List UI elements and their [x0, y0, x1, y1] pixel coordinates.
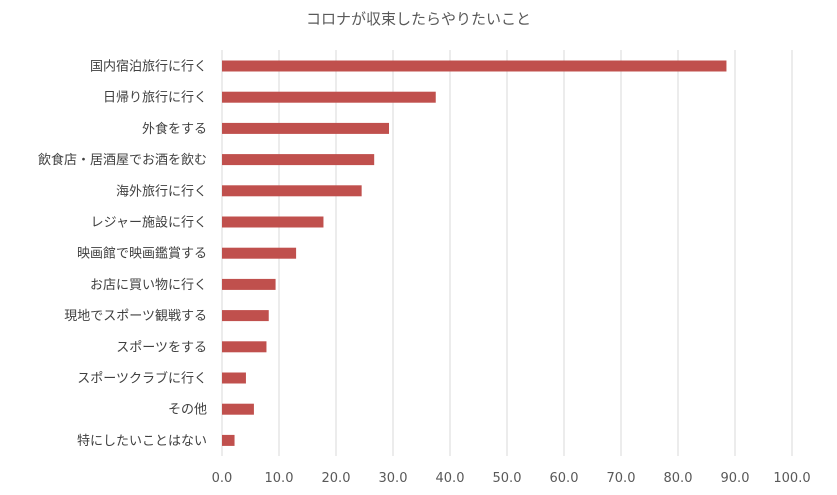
category-label: 外食をする — [142, 121, 207, 137]
category-label: お店に買い物に行く — [90, 278, 207, 293]
x-tick-label: 30.0 — [379, 471, 408, 486]
bar — [222, 185, 362, 197]
category-label: 日帰り旅行に行く — [103, 90, 207, 106]
x-tick-label: 100.0 — [773, 471, 810, 486]
category-label: 国内宿泊旅行に行く — [90, 59, 207, 75]
category-label: 海外旅行に行く — [116, 184, 207, 199]
category-label: スポーツをする — [116, 340, 207, 355]
bar — [222, 372, 246, 384]
bar — [222, 434, 235, 446]
category-label: 飲食店・居酒屋でお酒を飲む — [38, 152, 207, 168]
bar — [222, 60, 727, 72]
x-tick-label: 20.0 — [322, 471, 351, 486]
chart-title: コロナが収束したらやりたいこと — [305, 10, 531, 28]
category-label: レジャー施設に行く — [91, 215, 207, 231]
x-tick-label: 80.0 — [664, 471, 693, 486]
x-tick-label: 60.0 — [550, 471, 579, 486]
category-label: その他 — [168, 403, 207, 418]
bar — [222, 247, 297, 259]
category-label: スポーツクラブに行く — [77, 371, 207, 387]
bar — [222, 310, 269, 322]
bar — [222, 91, 436, 103]
x-tick-label: 10.0 — [265, 471, 294, 486]
x-tick-label: 70.0 — [607, 471, 636, 486]
bar — [222, 122, 390, 134]
x-tick-label: 90.0 — [721, 471, 750, 486]
category-label: 現地でスポーツ観戦する — [64, 309, 207, 324]
bar — [222, 216, 324, 228]
bar — [222, 154, 375, 166]
x-tick-label: 0.0 — [212, 471, 233, 486]
category-label: 映画館で映画鑑賞する — [77, 246, 207, 262]
x-tick-label: 50.0 — [493, 471, 522, 486]
x-tick-label: 40.0 — [436, 471, 465, 486]
bar — [222, 341, 267, 353]
bar — [222, 278, 276, 290]
category-label: 特にしたいことはない — [77, 434, 207, 449]
bar — [222, 403, 254, 415]
